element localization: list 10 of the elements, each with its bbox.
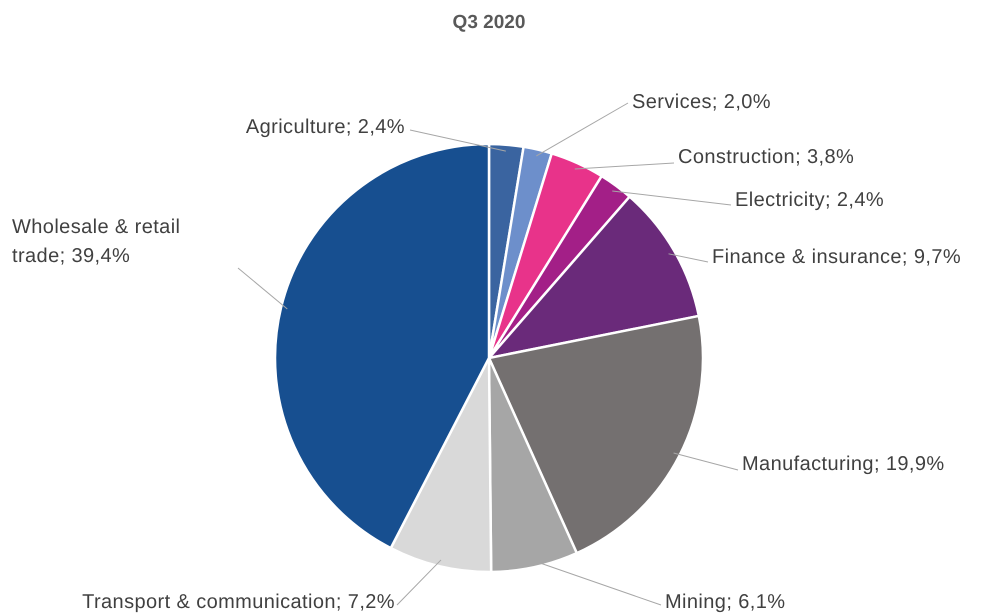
slice-label: Mining; 6,1% [665,591,786,613]
slice-label: Finance & insurance; 9,7% [712,246,962,268]
slice-label: Manufacturing; 19,9% [742,453,945,475]
slice-label: Wholesale & retail trade; 39,4% [12,216,180,267]
slice-label: Agriculture; 2,4% [246,116,405,138]
slice-label: Services; 2,0% [632,91,771,113]
chart-title: Q3 2020 [452,12,526,33]
slice-label: Construction; 3,8% [678,146,854,168]
slice-label: Electricity; 2,4% [735,189,884,211]
slice-label: Transport & communication; 7,2% [82,591,395,613]
